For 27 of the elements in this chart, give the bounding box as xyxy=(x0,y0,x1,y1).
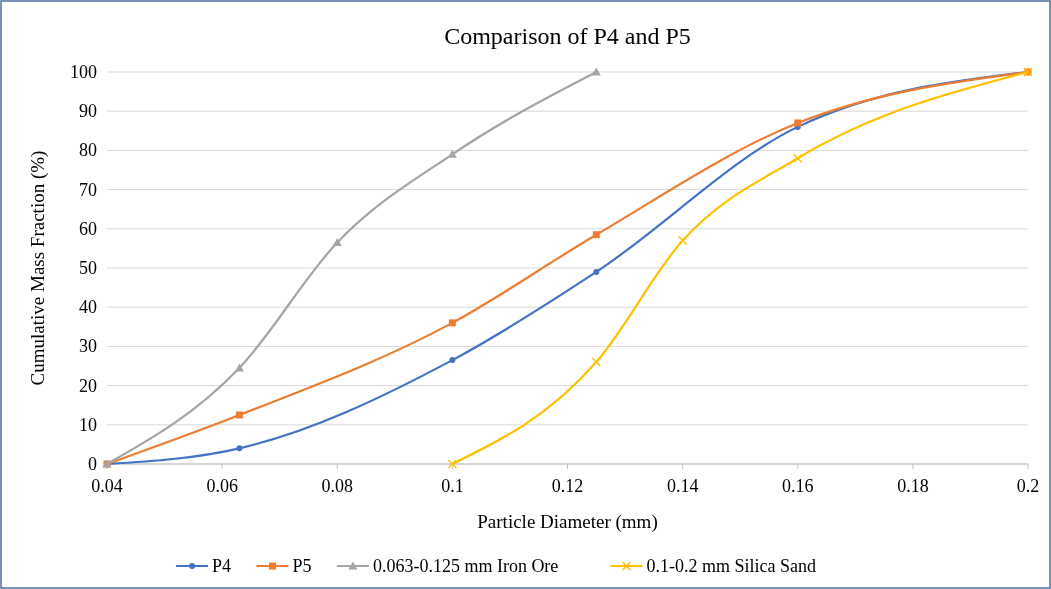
x-tick-label: 0.1 xyxy=(441,476,464,496)
x-tick-label: 0.16 xyxy=(782,476,814,496)
x-tick-label: 0.06 xyxy=(206,476,238,496)
legend-label: P4 xyxy=(212,556,232,576)
y-tick-label: 20 xyxy=(79,375,97,396)
y-tick-label: 70 xyxy=(79,179,97,200)
chart-title: Comparison of P4 and P5 xyxy=(444,23,691,49)
x-tick-label: 0.2 xyxy=(1016,476,1040,496)
x-tick-label: 0.14 xyxy=(666,476,699,496)
x-tick-label: 0.18 xyxy=(897,476,929,496)
x-axis-title: Particle Diameter (mm) xyxy=(477,511,658,533)
y-tick-label: 0 xyxy=(88,454,97,474)
y-tick-label: 80 xyxy=(79,140,97,161)
y-tick-label: 30 xyxy=(79,336,97,357)
y-tick-label: 10 xyxy=(79,414,97,435)
x-tick-label: 0.04 xyxy=(91,476,123,496)
y-tick-label: 100 xyxy=(70,62,97,82)
y-tick-label: 90 xyxy=(79,101,97,122)
x-tick-label: 0.12 xyxy=(551,476,584,496)
y-tick-label: 40 xyxy=(79,297,97,318)
legend-label: P5 xyxy=(292,556,312,576)
y-tick-label: 50 xyxy=(79,258,97,278)
x-tick-label: 0.08 xyxy=(321,476,353,496)
legend-label: 0.1-0.2 mm Silica Sand xyxy=(646,556,816,576)
y-axis-title: Cumulative Mass Fraction (%) xyxy=(27,150,49,386)
legend-label: 0.063-0.125 mm Iron Ore xyxy=(372,556,559,576)
y-tick-label: 60 xyxy=(79,218,97,239)
